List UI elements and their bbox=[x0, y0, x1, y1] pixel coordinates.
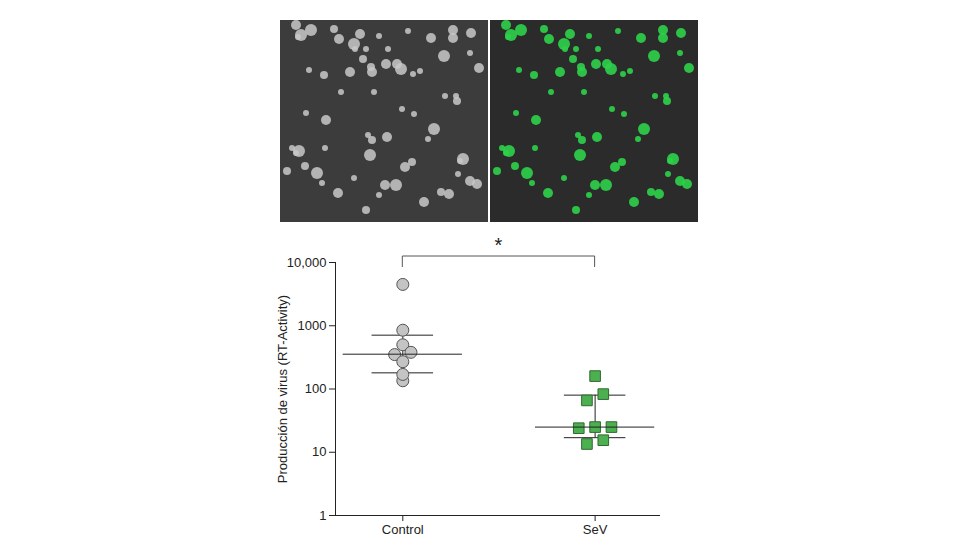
svg-text:1000: 1000 bbox=[298, 318, 327, 333]
svg-text:Producción de virus (RT-Activi: Producción de virus (RT-Activity) bbox=[275, 295, 290, 483]
svg-text:SeV: SeV bbox=[583, 522, 608, 537]
svg-text:Control: Control bbox=[382, 522, 424, 537]
svg-text:*: * bbox=[495, 234, 503, 256]
svg-text:10,000: 10,000 bbox=[287, 255, 327, 270]
svg-text:100: 100 bbox=[305, 381, 327, 396]
svg-text:10: 10 bbox=[312, 444, 326, 459]
svg-text:1: 1 bbox=[319, 508, 326, 523]
